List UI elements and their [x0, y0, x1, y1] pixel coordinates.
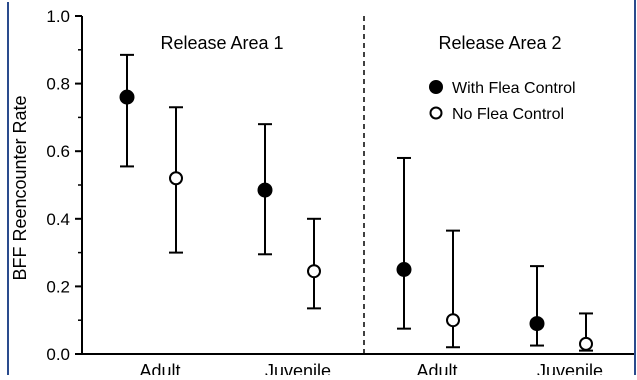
axes-layer: 0.0 0.2 0.4 0.6 0.8 1.0 Adult Juvenile Adult Juve…: [7, 0, 636, 380]
point-no-flea-1-juvenile: [307, 264, 321, 279]
x-tick-label-juvenile: Juvenile: [537, 361, 603, 375]
y-tick-label: 0.0: [46, 345, 70, 364]
marks-layer: [119, 53, 593, 352]
y-tick-label: 0.2: [46, 277, 70, 296]
point-no-flea-2-juvenile: [579, 336, 593, 351]
legend: With Flea Control No Flea Control: [429, 80, 576, 123]
legend-label-no-flea-control: No Flea Control: [452, 106, 564, 123]
legend-label-with-flea-control: With Flea Control: [452, 80, 576, 97]
point-with-flea-1-juvenile: [257, 182, 273, 198]
x-tick-label-juvenile: Juvenile: [265, 361, 331, 375]
panel-label-release-area-1: Release Area 1: [160, 33, 283, 53]
point-no-flea-2-adult: [446, 313, 460, 328]
point-with-flea-1-adult: [119, 89, 135, 105]
labels-layer: BFF Reencounter Rate Release Area 1 Rele…: [10, 33, 576, 281]
legend-marker-no-flea-control: [429, 106, 443, 120]
y-tick-label: 0.8: [46, 75, 70, 94]
y-axis-label: BFF Reencounter Rate: [10, 95, 30, 280]
x-tick-label-adult: Adult: [139, 361, 180, 375]
y-tick-label: 1.0: [46, 7, 70, 26]
point-with-flea-2-juvenile: [529, 316, 545, 332]
panel-label-release-area-2: Release Area 2: [438, 33, 561, 53]
point-with-flea-2-adult: [396, 262, 412, 277]
point-no-flea-1-adult: [169, 171, 183, 186]
y-tick-label: 0.6: [46, 142, 70, 161]
legend-marker-with-flea-control: [429, 80, 443, 94]
x-tick-label-adult: Adult: [416, 361, 457, 375]
y-tick-label: 0.4: [46, 210, 70, 229]
